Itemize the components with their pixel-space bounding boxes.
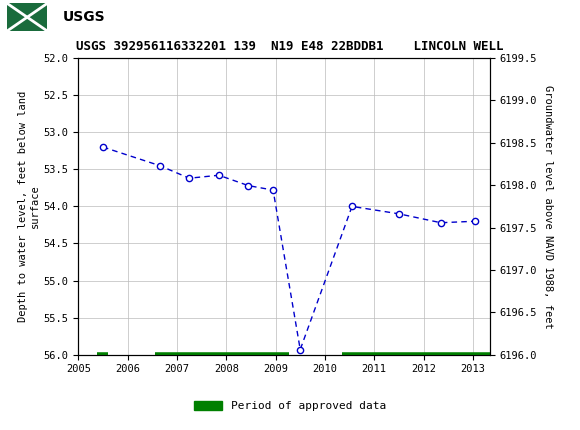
Y-axis label: Depth to water level, feet below land
surface: Depth to water level, feet below land su…: [18, 91, 39, 322]
Text: USGS 392956116332201 139  N19 E48 22BDDB1    LINCOLN WELL: USGS 392956116332201 139 N19 E48 22BDDB1…: [76, 40, 504, 52]
Text: USGS: USGS: [63, 10, 106, 24]
Bar: [7, 3, 48, 31]
Bar: [5, 3, 95, 32]
Legend: Period of approved data: Period of approved data: [194, 401, 386, 412]
Y-axis label: Groundwater level above NAVD 1988, feet: Groundwater level above NAVD 1988, feet: [543, 85, 553, 328]
